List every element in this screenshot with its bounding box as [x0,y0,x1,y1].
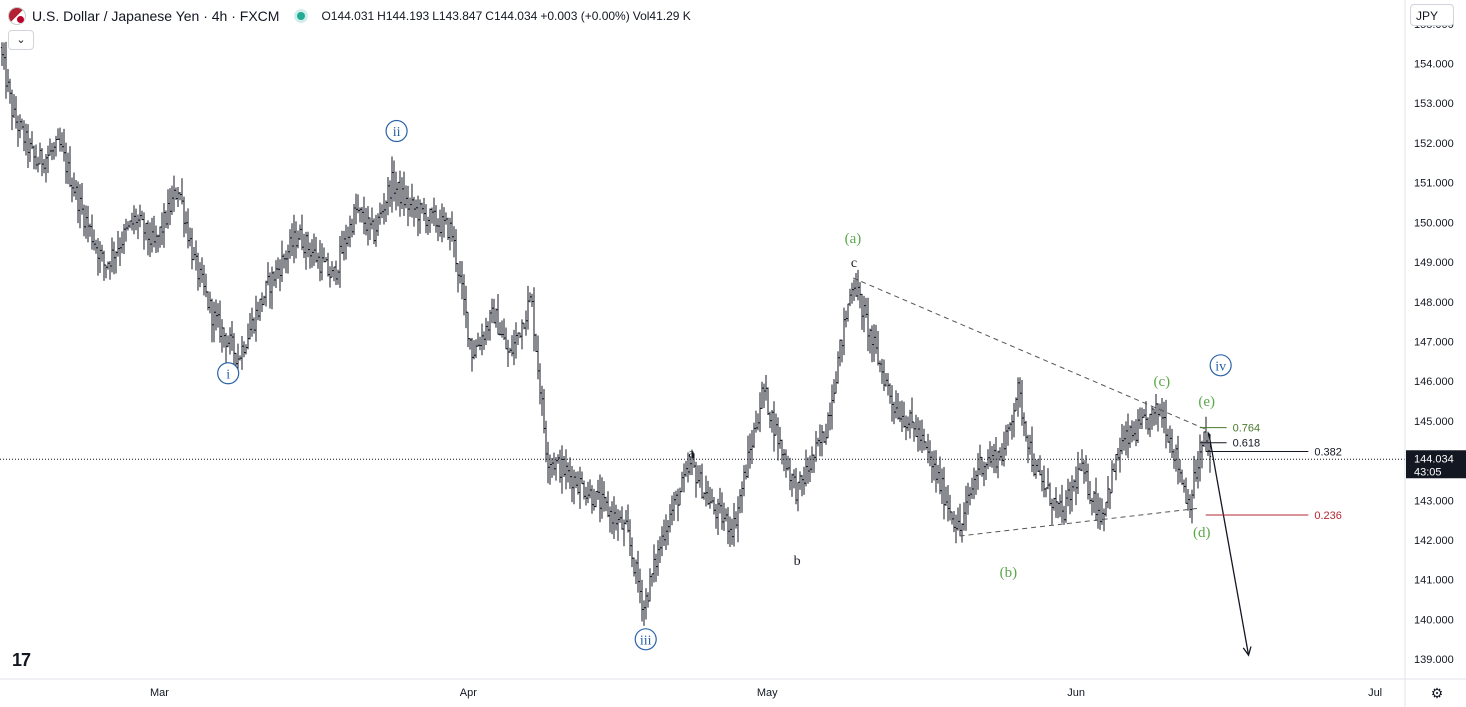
price-tick-label: 150.000 [1414,217,1454,229]
collapse-legend-button[interactable]: ⌄ [8,30,34,50]
candles [0,41,1212,626]
time-tick-label: May [757,687,778,699]
wave-label: c [851,256,857,271]
triangle-trendline [959,507,1199,537]
wave-label: b [794,554,801,569]
wave-label: i [226,367,230,382]
price-tick-label: 145.000 [1414,416,1454,428]
market-status-icon [297,12,306,20]
open-value: O144.031 [321,9,375,23]
price-tick-label: 141.000 [1414,575,1454,587]
fib-level-label: 0.382 [1314,446,1342,458]
close-value: C144.034 [485,9,538,23]
fib-level-label: 0.618 [1233,438,1261,450]
fib-level-label: 0.764 [1233,423,1261,435]
price-tick-label: 142.000 [1414,535,1454,547]
price-tick-label: 146.000 [1414,376,1454,388]
time-tick-label: Jul [1368,687,1382,699]
chevron-down-icon: ⌄ [16,34,26,46]
price-tick-label: 152.000 [1414,138,1454,150]
wave-label: (b) [1000,565,1018,581]
price-tick-label: 140.000 [1414,614,1454,626]
wave-label-circle [217,362,240,385]
price-tick-label: 147.000 [1414,336,1454,348]
wave-label: (c) [1154,374,1171,390]
bar-countdown-label: 43:05 [1414,466,1442,478]
high-value: H144.193 [377,9,430,23]
wave-label: (e) [1198,394,1215,410]
tradingview-logo: 17 [12,650,31,670]
wave-label: iv [1215,359,1226,374]
wave-label: ii [393,125,401,140]
price-tick-label: 151.000 [1414,178,1454,190]
triangle-trendline [852,277,1205,430]
wave-label: (d) [1193,525,1211,541]
chart-settings-gear-icon[interactable]: ⚙ [1430,685,1444,701]
fib-level-label: 0.236 [1314,510,1342,522]
last-price-label: 144.034 [1414,453,1454,465]
usd-jpy-flag-icon [8,7,26,25]
wave-label: iii [640,633,652,648]
wave-label-circle [1209,354,1232,377]
time-tick-label: Mar [150,687,169,699]
wave-label: (a) [845,231,862,247]
price-tick-label: 148.000 [1414,297,1454,309]
price-tick-label: 149.000 [1414,257,1454,269]
projection-arrow-shaft [1208,432,1250,656]
wave-label-circle [385,119,408,143]
projection-arrow-head [1242,646,1252,657]
wave-label: a [688,447,695,462]
drawings [0,277,1405,657]
wave-label-circle [634,628,657,651]
fib-levels: 0.764 0.618 0.382 0.236 [1199,423,1342,522]
price-tick-label: 143.000 [1414,495,1454,507]
low-value: L143.847 [432,9,483,23]
change-value: +0.003 (+0.00%) [540,9,630,23]
time-tick-label: Apr [460,687,477,699]
price-tick-label: 154.000 [1414,59,1454,71]
volume-value: Vol41.29 K [632,9,691,23]
price-tick-label: 153.000 [1414,98,1454,110]
currency-selector[interactable]: JPY [1410,4,1454,26]
time-tick-label: Jun [1067,687,1085,699]
last-price-tag [1406,450,1466,479]
symbol-title[interactable]: U.S. Dollar / Japanese Yen · 4h · FXCM [32,8,280,24]
price-tick-label: 139.000 [1414,654,1454,666]
symbol-header: U.S. Dollar / Japanese Yen · 4h · FXCM O… [8,6,694,26]
